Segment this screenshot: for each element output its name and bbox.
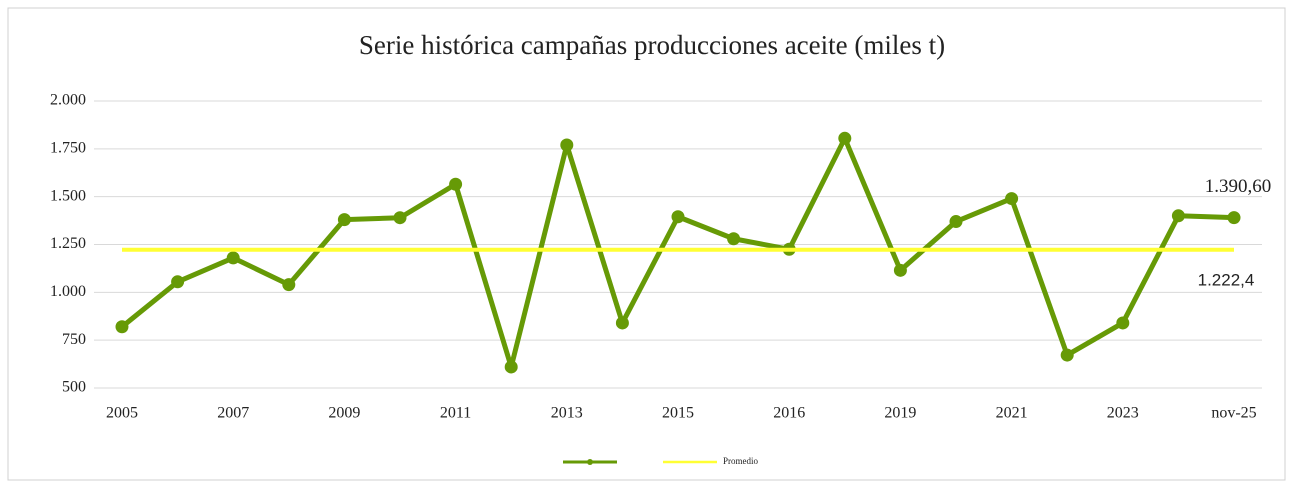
x-tick-label: 2019	[884, 405, 916, 422]
data-point	[337, 213, 351, 227]
x-tick-label: 2016	[773, 405, 805, 422]
data-point	[1171, 209, 1185, 223]
legend-marker	[587, 459, 593, 465]
chart-title: Serie histórica campañas producciones ac…	[359, 30, 945, 60]
y-tick-label: 500	[62, 379, 86, 396]
legend-label: Promedio	[723, 456, 758, 466]
data-label: 1.222,4	[1198, 270, 1255, 289]
data-point	[393, 211, 407, 225]
data-point	[504, 360, 518, 374]
x-tick-label: 2007	[217, 405, 249, 422]
data-point	[1116, 316, 1130, 330]
data-point	[560, 138, 574, 152]
data-point	[893, 263, 907, 277]
data-point	[171, 275, 185, 289]
data-point	[671, 210, 685, 224]
y-tick-label: 1.750	[50, 140, 86, 157]
data-point	[226, 251, 240, 265]
x-tick-label: 2005	[106, 405, 138, 422]
y-tick-label: 750	[62, 331, 86, 348]
data-point	[1227, 211, 1241, 225]
y-tick-label: 1.250	[50, 235, 86, 252]
data-point	[1005, 192, 1019, 206]
x-tick-label: 2011	[440, 405, 471, 422]
x-tick-label: 2009	[328, 405, 360, 422]
x-tick-label: 2015	[662, 405, 694, 422]
x-tick-label: 2013	[551, 405, 583, 422]
x-tick-label: 2023	[1107, 405, 1139, 422]
x-tick-label: nov-25	[1211, 405, 1256, 422]
data-point	[949, 215, 963, 229]
data-point	[727, 232, 741, 246]
y-tick-label: 2.000	[50, 92, 86, 109]
y-tick-label: 1.500	[50, 187, 86, 204]
y-tick-label: 1.000	[50, 283, 86, 300]
data-point	[1060, 348, 1074, 362]
data-point	[449, 177, 463, 191]
data-label: 1.390,60	[1205, 176, 1272, 197]
data-point	[115, 320, 129, 334]
x-tick-label: 2021	[996, 405, 1028, 422]
data-point	[615, 316, 629, 330]
data-point	[838, 131, 852, 145]
data-point	[282, 278, 296, 292]
